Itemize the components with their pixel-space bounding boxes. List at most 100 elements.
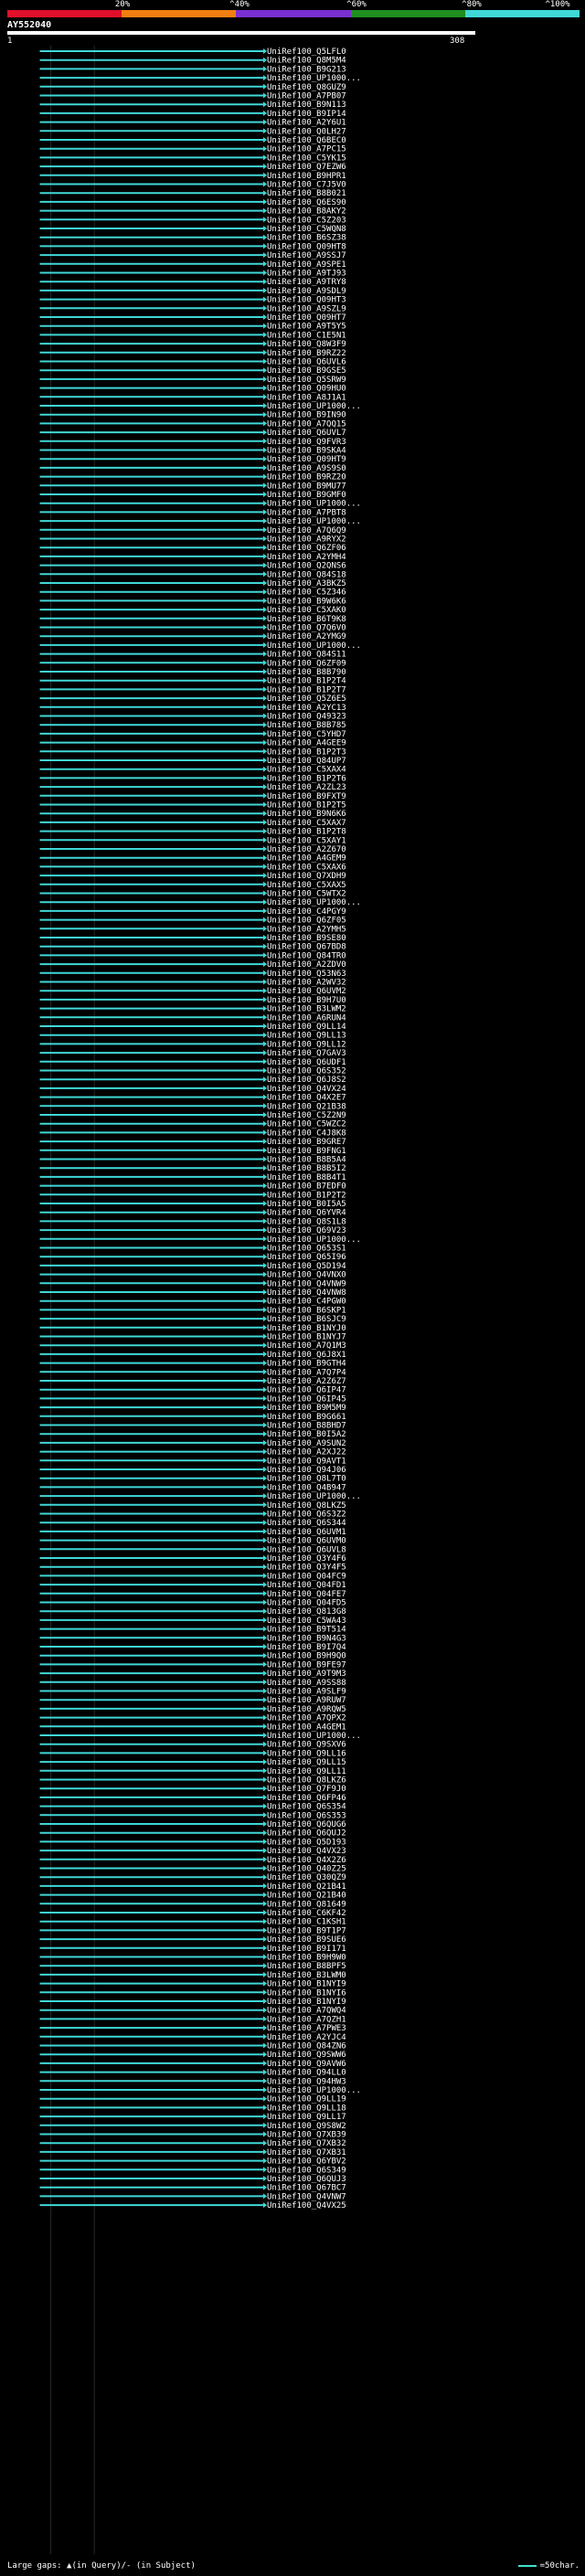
hit-label[interactable]: UniRef100_A2XJ22	[267, 1448, 346, 1458]
hit-label[interactable]: UniRef100_Q69V23	[267, 1226, 346, 1235]
hit-label[interactable]: UniRef100_Q6YBV2	[267, 2157, 346, 2167]
hit-label[interactable]: UniRef100_Q7XB32	[267, 2139, 346, 2148]
hit-label[interactable]: UniRef100_Q6S349	[267, 2166, 346, 2175]
hit-label[interactable]: UniRef100_A3BKZ5	[267, 579, 346, 588]
hit-label[interactable]: UniRef100_B6SZ38	[267, 234, 346, 243]
hit-label[interactable]: UniRef100_Q7XDH9	[267, 872, 346, 881]
hit-label[interactable]: UniRef100_B8BHD7	[267, 1422, 346, 1431]
hit-label[interactable]: UniRef100_Q09HT9	[267, 455, 346, 464]
hit-label[interactable]: UniRef100_Q9LL19	[267, 2095, 346, 2104]
hit-label[interactable]: UniRef100_Q6S353	[267, 1811, 346, 1820]
hit-label[interactable]: UniRef100_Q6UDF1	[267, 1058, 346, 1067]
hit-label[interactable]: UniRef100_Q53N63	[267, 970, 346, 979]
hit-label[interactable]: UniRef100_Q9AVT1	[267, 1457, 346, 1466]
hit-label[interactable]: UniRef100_Q7XB31	[267, 2148, 346, 2157]
hit-label[interactable]: UniRef100_Q81649	[267, 1900, 346, 1909]
hit-label[interactable]: UniRef100_B9H9W0	[267, 1954, 346, 1963]
hit-label[interactable]: UniRef100_B9T514	[267, 1626, 346, 1635]
hit-label[interactable]: UniRef100_A4GEM9	[267, 854, 346, 864]
hit-label[interactable]: UniRef100_B8BPF5	[267, 1962, 346, 1971]
hit-label[interactable]: UniRef100_B1P2T4	[267, 677, 346, 686]
hit-label[interactable]: UniRef100_A9SUN2	[267, 1439, 346, 1448]
hit-label[interactable]: UniRef100_Q6S352	[267, 1067, 346, 1076]
hit-label[interactable]: UniRef100_B9FNG1	[267, 1147, 346, 1156]
hit-label[interactable]: UniRef100_A9TJ93	[267, 270, 346, 279]
hit-label[interactable]: UniRef100_Q4X2E7	[267, 1094, 346, 1103]
hit-label[interactable]: UniRef100_A7Q1M3	[267, 1341, 346, 1351]
hit-label[interactable]: UniRef100_Q6J8X1	[267, 1351, 346, 1360]
hit-label[interactable]: UniRef100_B1P2T3	[267, 747, 346, 757]
hit-label[interactable]: UniRef100_Q5LFL0	[267, 48, 346, 57]
hit-label[interactable]: UniRef100_Q84TR0	[267, 951, 346, 960]
hit-label[interactable]: UniRef100_Q6QUG6	[267, 1820, 346, 1829]
hit-label[interactable]: UniRef100_C5XAK0	[267, 606, 346, 615]
hit-label[interactable]: UniRef100_C5WZC2	[267, 1120, 346, 1129]
hit-label[interactable]: UniRef100_A2YMH5	[267, 925, 346, 934]
hit-label[interactable]: UniRef100_B9FE97	[267, 1660, 346, 1670]
hit-label[interactable]: UniRef100_C6KF42	[267, 1909, 346, 1918]
hit-label[interactable]: UniRef100_Q6ZF06	[267, 544, 346, 553]
hit-label[interactable]: UniRef100_Q09HT8	[267, 242, 346, 251]
hit-label[interactable]: UniRef100_Q4VNW9	[267, 1279, 346, 1288]
hit-label[interactable]: UniRef100_B9IN90	[267, 411, 346, 420]
hit-label[interactable]: UniRef100_Q21B40	[267, 1892, 346, 1901]
hit-label[interactable]: UniRef100_Q6UVM0	[267, 1537, 346, 1546]
hit-label[interactable]: UniRef100_Q94LL0	[267, 2069, 346, 2078]
hit-label[interactable]: UniRef100_Q9LL13	[267, 1032, 346, 1041]
hit-label[interactable]: UniRef100_A6RUN4	[267, 1013, 346, 1023]
hit-label[interactable]: UniRef100_C5YHD7	[267, 730, 346, 739]
hit-label[interactable]: UniRef100_Q04FC9	[267, 1572, 346, 1581]
hit-label[interactable]: UniRef100_A2WV32	[267, 979, 346, 988]
hit-label[interactable]: UniRef100_Q21B41	[267, 1882, 346, 1892]
hit-label[interactable]: UniRef100_UP1000...	[267, 1732, 361, 1741]
hit-label[interactable]: UniRef100_Q8M5M4	[267, 57, 346, 66]
hit-label[interactable]: UniRef100_Q2QNS6	[267, 562, 346, 571]
hit-label[interactable]: UniRef100_B9I7Q4	[267, 1643, 346, 1652]
hit-label[interactable]: UniRef100_B9N113	[267, 101, 346, 110]
hit-label[interactable]: UniRef100_Q4VNW8	[267, 1288, 346, 1298]
hit-label[interactable]: UniRef100_Q6IP45	[267, 1394, 346, 1404]
hit-label[interactable]: UniRef100_UP1000...	[267, 2086, 361, 2095]
hit-label[interactable]: UniRef100_Q94HW3	[267, 2077, 346, 2086]
hit-label[interactable]: UniRef100_Q6UVM2	[267, 987, 346, 996]
hit-label[interactable]: UniRef100_A9SSJ7	[267, 251, 346, 260]
hit-label[interactable]: UniRef100_B8AKY2	[267, 207, 346, 217]
hit-label[interactable]: UniRef100_Q40Z25	[267, 1865, 346, 1874]
hit-label[interactable]: UniRef100_Q6UVL7	[267, 429, 346, 438]
hit-label[interactable]: UniRef100_A2ZL23	[267, 783, 346, 792]
hit-label[interactable]: UniRef100_C5Z346	[267, 588, 346, 598]
hit-label[interactable]: UniRef100_UP1000...	[267, 1235, 361, 1245]
hit-label[interactable]: UniRef100_B6T9K8	[267, 615, 346, 624]
hit-label[interactable]: UniRef100_B0I5A5	[267, 1200, 346, 1209]
hit-label[interactable]: UniRef100_B9GTH4	[267, 1360, 346, 1369]
hit-label[interactable]: UniRef100_A7PB07	[267, 92, 346, 101]
hit-label[interactable]: UniRef100_Q8W3F9	[267, 340, 346, 349]
hit-label[interactable]: UniRef100_Q9LL12	[267, 1040, 346, 1049]
hit-label[interactable]: UniRef100_B9SKA4	[267, 447, 346, 456]
hit-label[interactable]: UniRef100_Q84ZN6	[267, 2042, 346, 2051]
hit-label[interactable]: UniRef100_B1NYJ7	[267, 1333, 346, 1342]
hit-label[interactable]: UniRef100_Q813G8	[267, 1607, 346, 1617]
hit-label[interactable]: UniRef100_B6SKP1	[267, 1306, 346, 1315]
hit-label[interactable]: UniRef100_C5XAX7	[267, 819, 346, 828]
hit-label[interactable]: UniRef100_B3LWM2	[267, 1005, 346, 1014]
hit-label[interactable]: UniRef100_Q04FE7	[267, 1590, 346, 1599]
hit-label[interactable]: UniRef100_Q9LL11	[267, 1767, 346, 1776]
hit-label[interactable]: UniRef100_Q67BD8	[267, 943, 346, 952]
hit-label[interactable]: UniRef100_Q5SRW9	[267, 376, 346, 385]
hit-label[interactable]: UniRef100_A2YJC4	[267, 2033, 346, 2042]
hit-label[interactable]: UniRef100_B1P2T2	[267, 1191, 346, 1200]
hit-label[interactable]: UniRef100_C1E5N1	[267, 331, 346, 340]
hit-label[interactable]: UniRef100_Q84UP7	[267, 757, 346, 766]
hit-label[interactable]: UniRef100_B1NYJ0	[267, 1324, 346, 1333]
hit-label[interactable]: UniRef100_Q09HT7	[267, 313, 346, 323]
hit-label[interactable]: UniRef100_Q04FD1	[267, 1581, 346, 1590]
hit-label[interactable]: UniRef100_A9RYX2	[267, 535, 346, 545]
hit-label[interactable]: UniRef100_Q9SXV6	[267, 1741, 346, 1750]
hit-label[interactable]: UniRef100_Q9LL17	[267, 2113, 346, 2122]
hit-label[interactable]: UniRef100_B1NYI9	[267, 1998, 346, 2007]
hit-label[interactable]: UniRef100_B9N4G3	[267, 1634, 346, 1643]
hit-label[interactable]: UniRef100_C5Z203	[267, 216, 346, 225]
hit-label[interactable]: UniRef100_B8B5A4	[267, 1156, 346, 1165]
hit-label[interactable]: UniRef100_Q09HT3	[267, 296, 346, 305]
